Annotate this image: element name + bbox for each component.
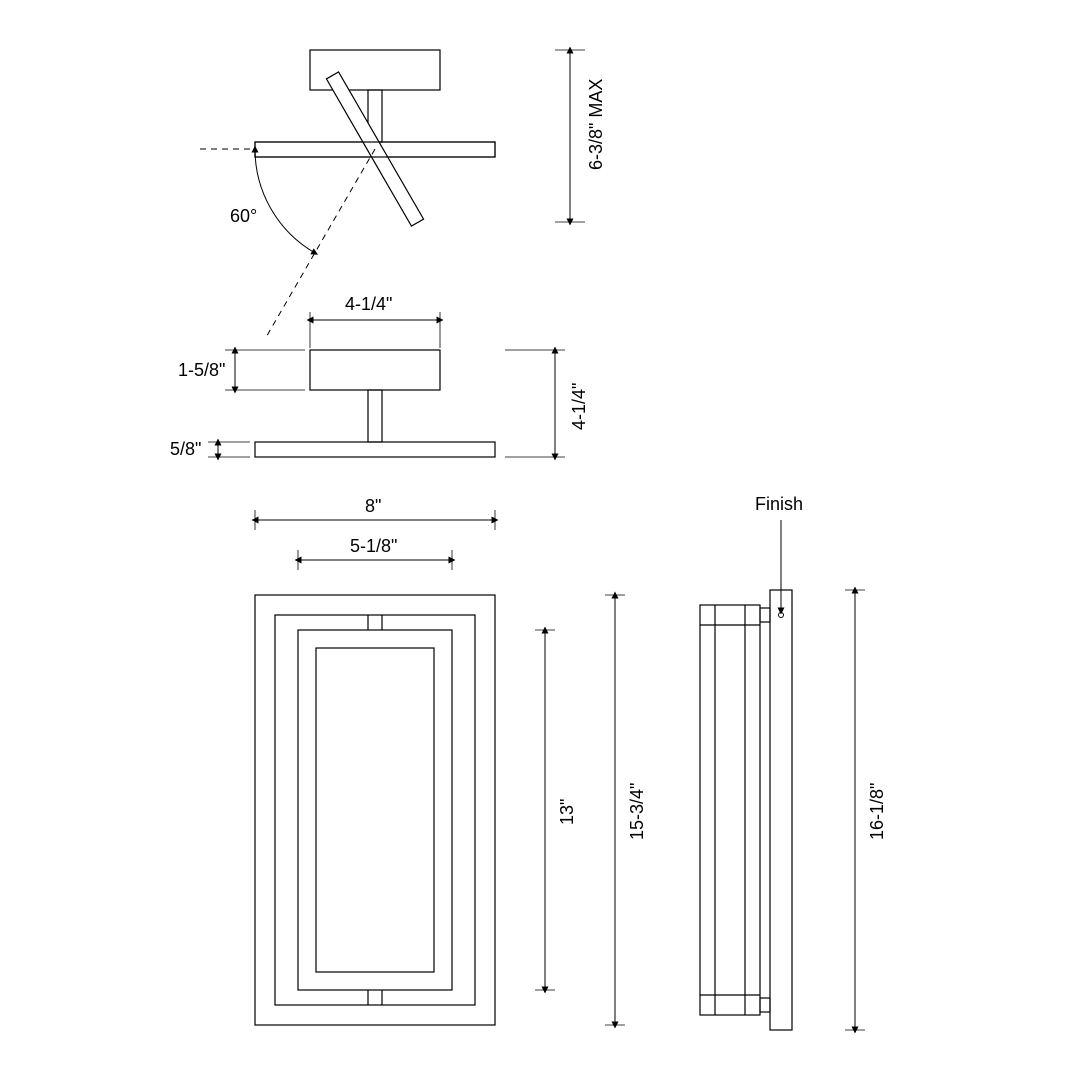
view-front: 8" 5-1/8" 13" 15-3/4" — [255, 496, 647, 1025]
canopy-height-label: 1-5/8" — [178, 360, 225, 380]
dimension-drawing: 60° 6-3/8" MAX 4-1/4" 1-5/8" 5/8" 4 — [0, 0, 1080, 1080]
bar-thickness-label: 5/8" — [170, 439, 201, 459]
outer-width-label: 8" — [365, 496, 381, 516]
total-height-label: 4-1/4" — [569, 383, 589, 430]
side-height-label: 16-1/8" — [867, 783, 887, 840]
angle-label: 60° — [230, 206, 257, 226]
view-top-straight: 4-1/4" 1-5/8" 5/8" 4-1/4" — [170, 294, 589, 459]
max-height-label: 6-3/8" MAX — [586, 79, 606, 170]
canopy-width-label: 4-1/4" — [345, 294, 392, 314]
view-side: Finish 16-1/8" — [700, 494, 887, 1030]
outer-height-label: 15-3/4" — [627, 783, 647, 840]
inner-width-label: 5-1/8" — [350, 536, 397, 556]
inner-height-label: 13" — [557, 799, 577, 825]
finish-callout: Finish — [755, 494, 803, 514]
view-top-tilted: 60° 6-3/8" MAX — [200, 50, 606, 339]
